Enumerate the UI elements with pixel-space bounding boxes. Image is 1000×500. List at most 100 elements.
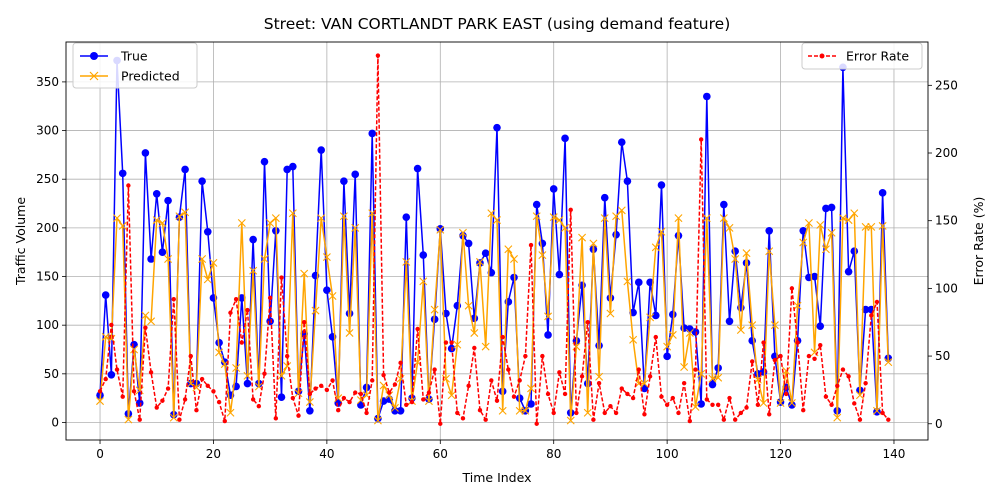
data-point-error-rate: [245, 307, 250, 313]
data-point-true: [822, 204, 830, 213]
y-tick-label: 100: [36, 318, 59, 332]
data-point-error-rate: [715, 402, 721, 408]
data-point-predicted: [651, 243, 660, 252]
data-point-error-rate: [886, 417, 891, 422]
data-point-error-rate: [596, 380, 602, 386]
legend-right-frame: [801, 42, 923, 70]
data-point-predicted: [345, 328, 354, 337]
data-point-predicted: [300, 269, 309, 278]
data-point-predicted: [827, 228, 836, 237]
data-point-predicted: [101, 332, 110, 341]
data-point-true: [306, 407, 314, 415]
data-point-error-rate: [296, 413, 301, 418]
data-point-error-rate: [375, 53, 381, 58]
data-point-predicted: [583, 408, 592, 417]
data-point-predicted: [646, 313, 655, 322]
data-point-error-rate: [250, 397, 256, 402]
data-point-predicted: [595, 372, 604, 381]
data-point-error-rate: [852, 401, 857, 406]
data-point-error-rate: [517, 378, 522, 383]
data-point-error-rate: [619, 386, 624, 391]
data-point-error-rate: [630, 395, 636, 401]
data-point-predicted: [793, 301, 802, 310]
data-point-predicted: [685, 328, 694, 337]
data-point-error-rate: [534, 421, 539, 426]
data-point-error-rate: [109, 322, 114, 328]
data-point-true: [181, 165, 189, 174]
data-point-error-rate: [749, 359, 755, 364]
data-point-predicted: [884, 358, 893, 367]
data-point-error-rate: [767, 412, 772, 417]
data-point-true: [402, 213, 411, 221]
y-axis-right: 0 50 100 150 200 250: [928, 78, 958, 431]
data-point-error-rate: [784, 391, 789, 397]
data-point-error-rate: [267, 295, 273, 301]
data-point-error-rate: [273, 416, 279, 421]
data-point-error-rate: [704, 397, 710, 402]
data-point-true: [351, 170, 360, 179]
data-point-true: [419, 251, 428, 259]
data-point-true: [720, 200, 728, 209]
data-point-true: [549, 185, 558, 193]
data-point-predicted: [458, 228, 467, 237]
data-point-error-rate: [313, 386, 318, 391]
data-point-error-rate: [608, 403, 613, 409]
data-point-predicted: [731, 255, 740, 263]
data-point-predicted: [441, 374, 450, 383]
data-point-true: [289, 162, 297, 171]
data-point-error-rate: [869, 313, 874, 318]
data-point-error-rate: [874, 299, 880, 305]
data-point-predicted: [390, 403, 399, 412]
y2-tick-label: 50: [935, 349, 950, 363]
data-point-true: [135, 399, 144, 407]
data-point-true: [810, 272, 819, 281]
series-layer: [96, 53, 893, 426]
y-tick-label: 200: [36, 221, 59, 235]
data-point-true: [646, 278, 654, 287]
data-point-error-rate: [449, 340, 454, 345]
data-point-error-rate: [262, 371, 267, 376]
data-point-error-rate: [165, 386, 171, 391]
series-predicted: [96, 206, 893, 425]
data-point-predicted: [419, 277, 428, 286]
data-point-predicted: [714, 373, 723, 382]
data-point-true: [141, 149, 150, 157]
data-point-error-rate: [307, 391, 313, 397]
data-point-error-rate: [284, 353, 290, 359]
data-point-predicted: [209, 258, 218, 267]
data-point-error-rate: [511, 394, 517, 399]
data-point-error-rate: [477, 408, 483, 413]
data-point-predicted: [600, 214, 609, 223]
data-point-error-rate: [205, 383, 210, 389]
data-point-predicted: [243, 371, 252, 380]
data-point-predicted: [203, 275, 212, 284]
data-point-true: [844, 267, 853, 276]
data-point-error-rate: [358, 391, 364, 397]
data-point-error-rate: [744, 405, 749, 410]
data-point-predicted: [339, 212, 348, 221]
data-point-error-rate: [574, 410, 579, 416]
data-point-true: [861, 305, 870, 314]
data-point-error-rate: [120, 394, 125, 399]
data-point-error-rate: [778, 353, 783, 359]
data-point-predicted: [697, 369, 706, 378]
data-point-predicted: [436, 225, 445, 234]
legend-true-marker: [90, 52, 98, 60]
data-point-error-rate: [438, 421, 443, 426]
data-point-predicted: [288, 209, 297, 218]
data-point-predicted: [226, 408, 235, 417]
data-point-true: [799, 226, 808, 235]
data-point-predicted: [475, 257, 484, 266]
data-point-predicted: [527, 384, 536, 393]
data-point-predicted: [481, 342, 490, 351]
data-point-true: [260, 157, 269, 166]
data-point-predicted: [850, 209, 859, 218]
data-point-error-rate: [341, 395, 347, 401]
data-point-error-rate: [426, 390, 432, 395]
data-point-error-rate: [625, 391, 630, 397]
data-point-predicted: [674, 214, 683, 223]
data-point-error-rate: [863, 380, 868, 386]
legend-right: Error Rate: [801, 42, 923, 70]
data-point-error-rate: [472, 345, 477, 351]
data-point-predicted: [532, 212, 541, 221]
